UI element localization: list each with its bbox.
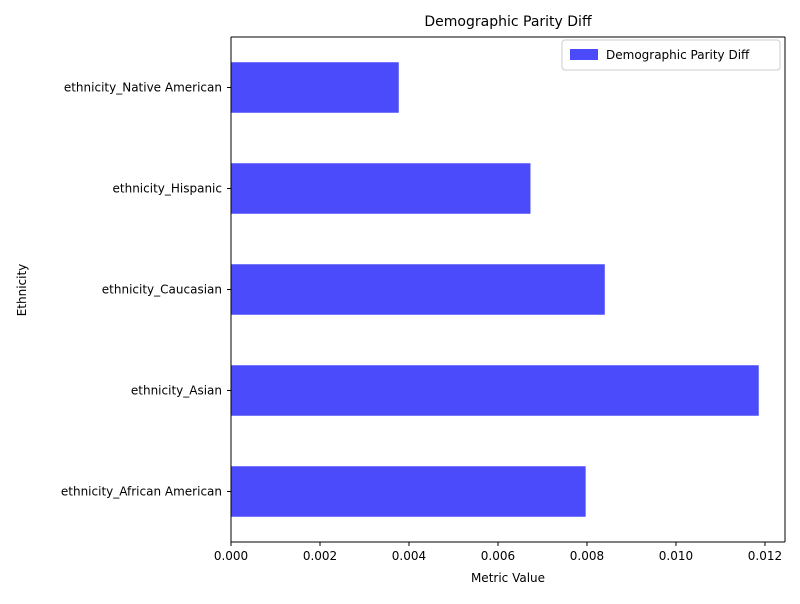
legend-swatch: [570, 49, 598, 60]
x-tick-label: 0.012: [748, 549, 782, 563]
x-tick-label: 0.008: [570, 549, 604, 563]
y-tick-label: ethnicity_Native American: [64, 81, 222, 95]
chart-title: Demographic Parity Diff: [424, 14, 592, 30]
legend-label: Demographic Parity Diff: [606, 48, 750, 62]
y-tick-label: ethnicity_Caucasian: [102, 283, 222, 297]
legend-box: [561, 39, 781, 71]
bar: [231, 365, 759, 416]
y-tick-label: ethnicity_Asian: [131, 384, 222, 398]
y-tick-label: ethnicity_African American: [61, 485, 222, 499]
bars: [231, 62, 759, 517]
x-tick-label: 0.006: [481, 549, 515, 563]
x-tick-label: 0.010: [659, 549, 693, 563]
x-tick-label: 0.004: [392, 549, 426, 563]
y-ticks: ethnicity_African American ethnicity_Asia…: [61, 81, 231, 499]
y-tick-label: ethnicity_Hispanic: [113, 182, 223, 196]
x-tick-label: 0.002: [303, 549, 337, 563]
x-axis-label: Metric Value: [471, 571, 545, 585]
bar: [231, 264, 605, 315]
y-axis-label: Ethnicity: [15, 264, 29, 317]
bar: [231, 62, 399, 113]
bar: [231, 466, 586, 517]
x-tick-label: 0.000: [214, 549, 248, 563]
bar: [231, 163, 531, 214]
x-ticks: 0.000 0.002 0.004 0.006 0.008 0.010 0.012: [214, 542, 782, 563]
legend: Demographic Parity Diff: [561, 39, 781, 71]
